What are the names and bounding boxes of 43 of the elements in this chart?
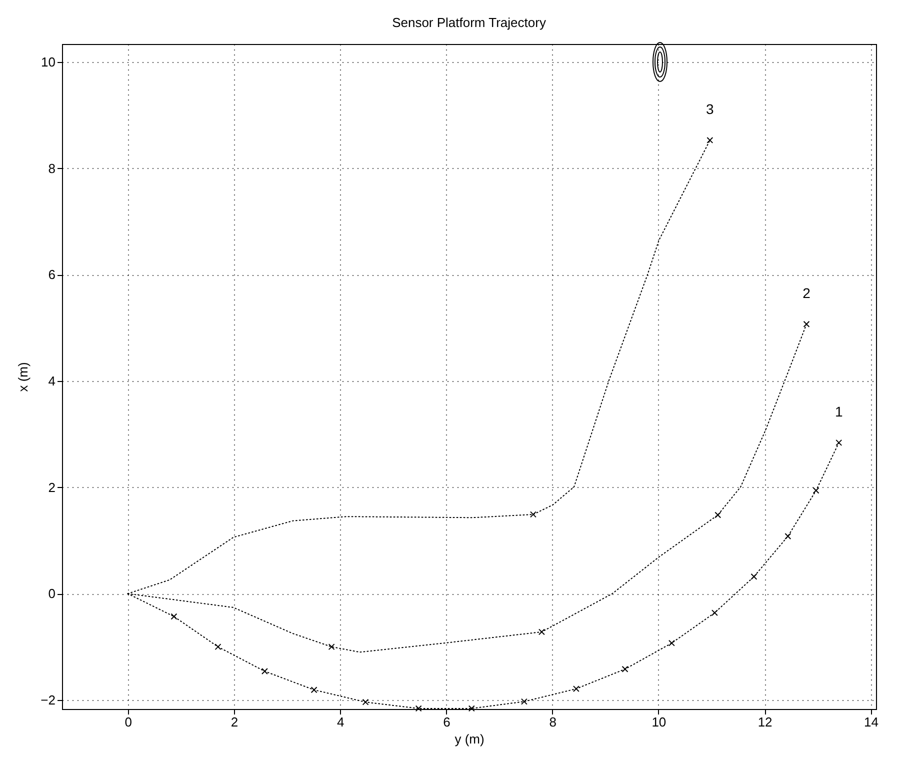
series-label: 2 [802,285,811,302]
x-tick-label: 14 [864,714,878,730]
y-tick-label: −2 [40,692,56,708]
point [836,439,842,446]
point [328,644,335,650]
x-tick-label: 6 [443,714,450,730]
point [362,698,369,706]
x-tick-label: 10 [652,714,666,730]
point [214,644,222,650]
point [415,705,422,712]
y-tick-label: 8 [48,160,56,176]
y-tick-label: 0 [48,586,56,602]
x-tick-label: 4 [336,714,344,730]
point [812,487,820,494]
point [750,573,758,580]
series-label: 3 [706,101,714,118]
point [784,533,792,540]
x-axis-title: y (m) [454,732,484,746]
y-tick-label: 4 [48,374,56,389]
point [668,640,675,646]
x-tick-label: 2 [230,714,238,730]
point [572,686,580,692]
y-tick-label: 10 [41,54,56,70]
y-tick-label: 2 [48,480,56,495]
point [520,698,528,705]
point [803,320,810,328]
y-axis-title: x (m) [16,362,31,392]
point [468,705,475,712]
series-label: 1 [834,404,843,420]
point [622,666,628,672]
point [538,628,545,636]
point [711,610,718,616]
point [714,512,722,518]
chart-title: Sensor Platform Trajectory [392,15,546,30]
y-tick-label: 6 [48,267,56,282]
point [261,668,268,674]
x-tick-label: 0 [124,714,132,730]
point [170,613,178,620]
point [310,686,318,694]
x-tick-label: 8 [549,714,556,730]
point [530,511,536,518]
point [706,136,714,144]
x-tick-label: 12 [758,714,772,730]
